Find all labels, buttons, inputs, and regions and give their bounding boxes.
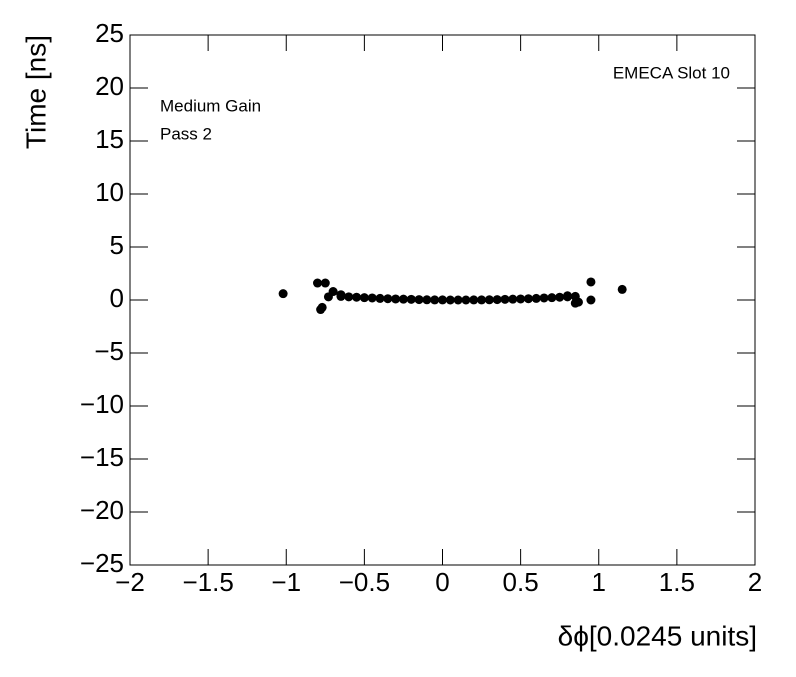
point	[555, 292, 565, 302]
point	[453, 295, 463, 305]
point	[484, 295, 494, 305]
annotation: Pass 2	[160, 124, 212, 143]
point	[367, 293, 377, 303]
y-tick-label: 25	[95, 18, 124, 48]
x-tick-label: 1	[592, 567, 606, 597]
y-tick-label: 5	[110, 230, 124, 260]
x-tick-label: 1.5	[659, 567, 695, 597]
point	[617, 284, 627, 294]
point	[430, 295, 440, 305]
y-tick-label: −25	[80, 548, 124, 578]
point	[375, 293, 385, 303]
y-tick-label: 0	[110, 283, 124, 313]
point	[313, 278, 322, 288]
point	[539, 293, 549, 303]
point	[500, 294, 510, 304]
point	[391, 294, 401, 304]
x-tick-label: 2	[748, 567, 762, 597]
point	[328, 287, 338, 297]
y-tick-label: −20	[80, 495, 124, 525]
x-tick-label: 0	[435, 567, 449, 597]
point	[445, 295, 455, 305]
x-tick-label: −2	[115, 567, 145, 597]
point	[278, 289, 288, 299]
point	[461, 295, 471, 305]
point	[492, 295, 502, 305]
point	[586, 277, 596, 287]
y-tick-label: 15	[95, 124, 124, 154]
point	[573, 297, 583, 307]
point	[316, 305, 326, 315]
point	[320, 278, 330, 288]
point	[344, 292, 354, 302]
point	[383, 294, 393, 304]
point	[563, 291, 572, 301]
x-tick-label: 0.5	[503, 567, 539, 597]
point	[516, 294, 526, 304]
annotation: Medium Gain	[160, 96, 261, 115]
point	[414, 295, 424, 305]
point	[398, 294, 408, 304]
y-tick-label: 10	[95, 177, 124, 207]
point	[359, 293, 369, 303]
point	[469, 295, 479, 305]
x-tick-label: −0.5	[339, 567, 390, 597]
y-tick-label: −5	[94, 336, 124, 366]
y-tick-label: −15	[80, 442, 124, 472]
point	[586, 295, 596, 305]
point	[352, 292, 362, 302]
x-tick-label: −1	[271, 567, 301, 597]
point	[477, 295, 487, 305]
chart-title: EMECA Slot 10	[613, 63, 730, 82]
y-axis-title: Time [ns]	[20, 35, 51, 149]
point	[336, 290, 346, 300]
point	[547, 293, 557, 303]
point	[406, 294, 416, 304]
point	[531, 293, 541, 303]
point	[508, 294, 518, 304]
point	[438, 295, 447, 305]
x-tick-label: −1.5	[182, 567, 233, 597]
x-axis-title: δϕ[0.0245 units]	[558, 620, 757, 651]
point	[422, 295, 432, 305]
y-tick-label: 20	[95, 71, 124, 101]
y-tick-label: −10	[80, 389, 124, 419]
point	[523, 294, 533, 304]
